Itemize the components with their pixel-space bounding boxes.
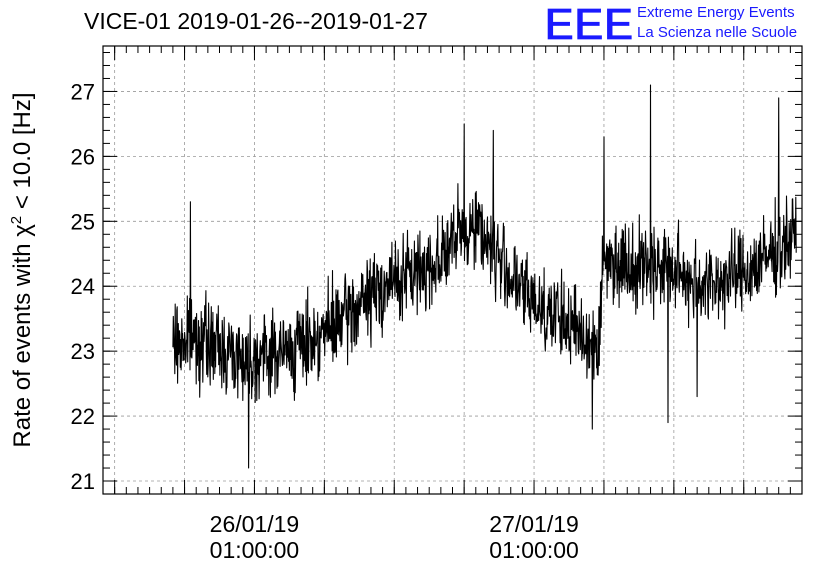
logo-line-1: Extreme Energy Events [637, 4, 795, 21]
y-tick-labels: 21 22 23 24 25 26 27 [71, 79, 95, 494]
chart-title: VICE-01 2019-01-26--2019-01-27 [84, 8, 428, 34]
y-axis-label-sup: 2 [8, 216, 25, 224]
logo-line-2: La Scienza nelle Scuole [637, 24, 798, 41]
y-tick-label: 25 [71, 209, 95, 234]
x-tick-label-time: 01:00:00 [489, 537, 579, 563]
series-line [172, 84, 797, 469]
y-tick-label: 21 [71, 469, 95, 494]
x-tick-label-date: 26/01/19 [210, 511, 300, 537]
logo-mark: EEE [544, 0, 633, 46]
y-tick-label: 26 [71, 144, 95, 169]
y-axis-label: Rate of events with χ2 < 10.0 [Hz] [8, 92, 36, 447]
y-axis-label-main: Rate of events with χ [9, 224, 36, 448]
y-tick-label: 24 [71, 274, 95, 299]
series-group [172, 84, 797, 469]
x-tick-label-date: 27/01/19 [489, 511, 579, 537]
y-tick-label: 23 [71, 339, 95, 364]
plot-frame [102, 45, 803, 495]
ticks [103, 46, 802, 495]
y-tick-label: 27 [71, 79, 95, 104]
y-tick-label: 22 [71, 404, 95, 429]
y-axis-label-end: < 10.0 [Hz] [9, 92, 36, 215]
grid [103, 46, 802, 494]
eee-logo: EEE [544, 0, 635, 46]
x-tick-label-time: 01:00:00 [210, 537, 300, 563]
